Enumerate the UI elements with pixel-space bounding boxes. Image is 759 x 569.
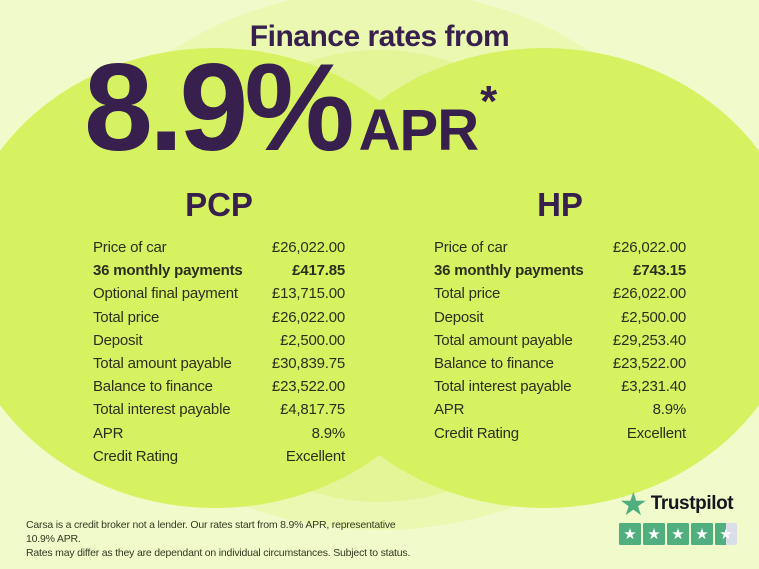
legal-disclaimer: Carsa is a credit broker not a lender. O… xyxy=(26,518,426,560)
row-value: £26,022.00 xyxy=(271,308,345,326)
table-row: 36 monthly payments £743.15 xyxy=(434,259,686,282)
row-value: £26,022.00 xyxy=(271,239,345,256)
table-row: Credit Rating Excellent xyxy=(434,422,686,445)
row-value: 8.9% xyxy=(652,401,687,419)
rating-star-box: ★ xyxy=(619,523,641,545)
table-row: Price of car £26,022.00 xyxy=(434,236,686,259)
hp-rows: Price of car £26,022.00 36 monthly payment… xyxy=(434,236,686,445)
rating-star-box: ★ xyxy=(691,523,713,545)
table-row: APR 8.9% xyxy=(93,422,345,445)
pcp-rows: Price of car £26,022.00 36 monthly payment… xyxy=(93,236,345,468)
apr-asterisk: * xyxy=(480,77,498,126)
table-row: Total amount payable £29,253.40 xyxy=(434,329,686,352)
row-value: £30,839.75 xyxy=(271,355,345,373)
table-row: Balance to finance £23,522.00 xyxy=(93,375,345,398)
trustpilot-star-icon: ★ xyxy=(619,486,648,522)
table-row: Total interest payable £3,231.40 xyxy=(434,375,686,398)
row-value: 8.9% xyxy=(311,424,346,442)
apr-label: APR xyxy=(358,98,479,163)
rating-star-box: ★ xyxy=(643,523,665,545)
trustpilot-logo: ★ Trustpilot xyxy=(619,486,749,522)
row-value: £4,817.75 xyxy=(280,401,345,419)
trustpilot-brand: Trustpilot xyxy=(650,493,734,514)
row-label: Deposit xyxy=(93,331,143,349)
row-label: Total price xyxy=(434,285,501,303)
hp-heading: HP xyxy=(537,186,583,223)
table-row: Optional final payment £13,715.00 xyxy=(93,282,345,305)
row-value: Excellent xyxy=(626,424,686,442)
row-value: £743.15 xyxy=(633,262,686,280)
table-row: Deposit £2,500.00 xyxy=(93,329,345,352)
pcp-table: PCP Price of car £26,022.00 36 monthly pay… xyxy=(93,188,345,468)
row-value: £29,253.40 xyxy=(612,331,686,349)
row-value: £417.85 xyxy=(292,262,345,280)
row-label: 36 monthly payments xyxy=(93,262,243,280)
row-label: Total interest payable xyxy=(434,378,572,396)
row-value: £23,522.00 xyxy=(612,355,686,373)
rate-value: 8.9% xyxy=(84,39,355,177)
row-value: £3,231.40 xyxy=(621,378,686,396)
row-label: Total price xyxy=(93,308,160,326)
row-value: £13,715.00 xyxy=(271,285,345,303)
row-value: £2,500.00 xyxy=(280,331,345,349)
table-row: Total amount payable £30,839.75 xyxy=(93,352,345,375)
table-row: Price of car £26,022.00 xyxy=(93,236,345,259)
rating-star-box: ★ xyxy=(715,523,737,545)
table-row: 36 monthly payments £417.85 xyxy=(93,259,345,282)
hp-table: HP Price of car £26,022.00 36 monthly paym… xyxy=(434,188,686,445)
table-row: APR 8.9% xyxy=(434,398,686,421)
disclaimer-line: Rates may differ as they are dependant o… xyxy=(26,547,411,559)
trustpilot-rating-stars: ★ ★ ★ ★ ★ xyxy=(619,523,749,545)
pcp-heading: PCP xyxy=(185,186,253,223)
row-label: APR xyxy=(434,401,465,419)
table-row: Credit Rating Excellent xyxy=(93,445,345,468)
row-label: Balance to finance xyxy=(93,378,213,396)
row-label: Credit Rating xyxy=(93,447,178,465)
disclaimer-line: Carsa is a credit broker not a lender. O… xyxy=(26,519,396,545)
rating-star-box: ★ xyxy=(667,523,689,545)
row-label: 36 monthly payments xyxy=(434,262,584,280)
row-label: Deposit xyxy=(434,308,484,326)
finance-rates-title: Finance rates from xyxy=(249,20,510,53)
row-label: Total interest payable xyxy=(93,401,231,419)
row-value: £26,022.00 xyxy=(612,285,686,303)
table-row: Balance to finance £23,522.00 xyxy=(434,352,686,375)
table-row: Total interest payable £4,817.75 xyxy=(93,398,345,421)
row-value: £26,022.00 xyxy=(612,239,686,256)
row-value: £23,522.00 xyxy=(271,378,345,396)
row-label: Credit Rating xyxy=(434,424,519,442)
table-row: Total price £26,022.00 xyxy=(434,282,686,305)
row-label: Total amount payable xyxy=(93,355,232,373)
row-label: Optional final payment xyxy=(93,285,238,303)
row-label: Balance to finance xyxy=(434,355,554,373)
table-row: Deposit £2,500.00 xyxy=(434,306,686,329)
trustpilot-widget[interactable]: ★ Trustpilot ★ ★ ★ ★ ★ xyxy=(619,486,749,545)
row-value: £2,500.00 xyxy=(621,308,686,326)
table-row: Total price £26,022.00 xyxy=(93,306,345,329)
row-label: Price of car xyxy=(434,239,508,256)
apr-rate-display: 8.9% APR * xyxy=(84,46,497,170)
row-value: Excellent xyxy=(285,447,345,465)
row-label: Total amount payable xyxy=(434,331,573,349)
row-label: Price of car xyxy=(93,239,167,256)
row-label: APR xyxy=(93,424,124,442)
